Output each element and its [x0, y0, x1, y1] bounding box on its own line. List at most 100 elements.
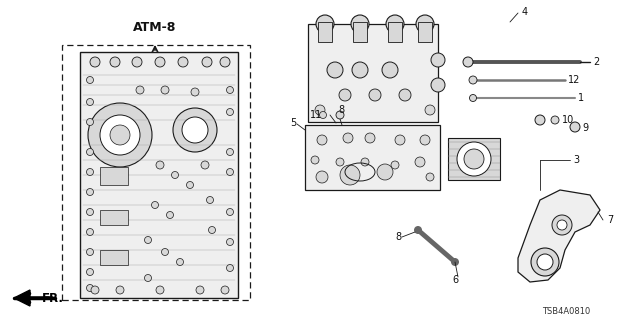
Bar	[353, 22, 367, 42]
Bar	[308, 24, 438, 122]
Circle shape	[86, 284, 93, 292]
Circle shape	[161, 86, 169, 94]
Circle shape	[182, 117, 208, 143]
Circle shape	[227, 86, 234, 93]
Text: 3: 3	[573, 155, 579, 165]
Circle shape	[336, 158, 344, 166]
Circle shape	[340, 165, 360, 185]
Circle shape	[86, 188, 93, 196]
Circle shape	[86, 228, 93, 236]
Circle shape	[327, 62, 343, 78]
Polygon shape	[14, 290, 30, 306]
Bar	[62, 45, 250, 300]
Circle shape	[451, 258, 459, 266]
Circle shape	[227, 209, 234, 215]
Circle shape	[132, 57, 142, 67]
Circle shape	[227, 108, 234, 116]
Circle shape	[420, 135, 430, 145]
Circle shape	[172, 172, 179, 179]
Text: 2: 2	[593, 57, 599, 67]
Circle shape	[196, 286, 204, 294]
Circle shape	[177, 259, 184, 266]
Circle shape	[557, 220, 567, 230]
Circle shape	[464, 149, 484, 169]
Bar	[100, 250, 128, 265]
Circle shape	[86, 99, 93, 106]
Circle shape	[317, 135, 327, 145]
Circle shape	[161, 249, 168, 255]
Circle shape	[166, 212, 173, 219]
Text: 6: 6	[452, 275, 458, 285]
Circle shape	[227, 148, 234, 156]
Circle shape	[431, 53, 445, 67]
Text: 8: 8	[395, 232, 401, 242]
Circle shape	[156, 286, 164, 294]
Circle shape	[86, 169, 93, 175]
Circle shape	[315, 105, 325, 115]
Circle shape	[415, 157, 425, 167]
Circle shape	[469, 76, 477, 84]
Circle shape	[88, 103, 152, 167]
Circle shape	[110, 57, 120, 67]
Circle shape	[399, 89, 411, 101]
Circle shape	[414, 226, 422, 234]
Text: 11: 11	[310, 110, 323, 120]
Circle shape	[463, 57, 473, 67]
Circle shape	[136, 86, 144, 94]
Circle shape	[110, 125, 130, 145]
Circle shape	[186, 181, 193, 188]
Bar	[100, 210, 128, 225]
Polygon shape	[80, 52, 238, 298]
Circle shape	[91, 286, 99, 294]
Circle shape	[86, 118, 93, 125]
Circle shape	[202, 57, 212, 67]
Circle shape	[531, 248, 559, 276]
Circle shape	[86, 148, 93, 156]
Circle shape	[535, 115, 545, 125]
Text: 10: 10	[562, 115, 574, 125]
Circle shape	[86, 76, 93, 84]
Circle shape	[116, 286, 124, 294]
Circle shape	[365, 133, 375, 143]
Circle shape	[191, 88, 199, 96]
Circle shape	[425, 105, 435, 115]
Circle shape	[178, 57, 188, 67]
Circle shape	[395, 135, 405, 145]
Bar	[388, 22, 402, 42]
Circle shape	[173, 108, 217, 152]
Circle shape	[319, 111, 326, 118]
Text: ATM-8: ATM-8	[133, 20, 177, 34]
Circle shape	[457, 142, 491, 176]
Circle shape	[311, 156, 319, 164]
Circle shape	[207, 196, 214, 204]
Circle shape	[369, 89, 381, 101]
Circle shape	[343, 133, 353, 143]
Circle shape	[316, 15, 334, 33]
Text: 8: 8	[338, 105, 344, 115]
Circle shape	[386, 15, 404, 33]
Circle shape	[336, 111, 344, 119]
Circle shape	[227, 169, 234, 175]
Circle shape	[537, 254, 553, 270]
Circle shape	[339, 89, 351, 101]
Circle shape	[377, 164, 393, 180]
Text: 9: 9	[582, 123, 588, 133]
Circle shape	[351, 15, 369, 33]
Circle shape	[416, 15, 434, 33]
Text: 7: 7	[607, 215, 613, 225]
Circle shape	[145, 275, 152, 282]
Circle shape	[227, 265, 234, 271]
Circle shape	[426, 173, 434, 181]
Bar	[448, 138, 500, 180]
Circle shape	[209, 227, 216, 234]
Circle shape	[201, 161, 209, 169]
Circle shape	[391, 161, 399, 169]
Text: 4: 4	[522, 7, 528, 17]
Circle shape	[86, 249, 93, 255]
Circle shape	[551, 116, 559, 124]
Circle shape	[361, 158, 369, 166]
Circle shape	[155, 57, 165, 67]
Circle shape	[470, 94, 477, 101]
Circle shape	[152, 202, 159, 209]
Circle shape	[431, 78, 445, 92]
